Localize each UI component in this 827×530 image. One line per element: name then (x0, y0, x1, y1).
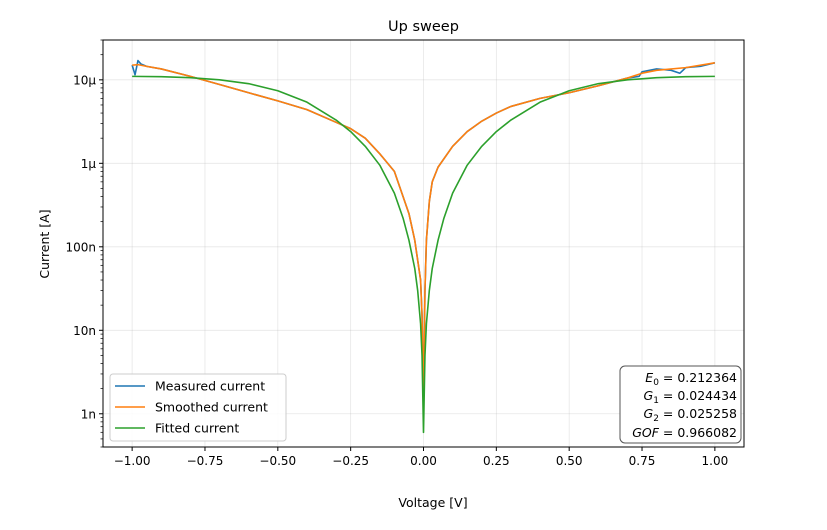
fitted-current-line (132, 75, 715, 434)
param-g2: G2 = 0.025258 (644, 406, 738, 424)
fit-parameters-frame (619, 365, 742, 444)
param-gof: GOF = 0.966082 (632, 425, 737, 440)
param-e0: E0 = 0.212364 (645, 370, 737, 388)
x-axis: −1.00 −0.75 −0.50 −0.25 0.00 0.25 0.50 0.75 1.00 (114, 447, 728, 468)
fit-parameters-box: E0 = 0.212364 G1 = 0.024434 G2 = 0.02525… (619, 365, 742, 444)
series-layer (131, 59, 716, 434)
y-axis: 1n 10n 100n 1μ 10μ (65, 39, 103, 448)
x-tick-label: −0.75 (187, 454, 224, 468)
y-tick-label: 10μ (73, 73, 96, 87)
x-tick-label: −1.00 (114, 454, 151, 468)
x-tick-label: 0.50 (556, 454, 583, 468)
y-tick-label: 100n (65, 240, 96, 254)
param-g1: G1 = 0.024434 (644, 388, 738, 406)
chart-title: Up sweep (388, 19, 459, 35)
x-tick-label: 1.00 (702, 454, 729, 468)
x-tick-label: −0.25 (332, 454, 369, 468)
x-tick-label: 0.00 (410, 454, 437, 468)
x-tick-label: 0.75 (629, 454, 656, 468)
y-axis-label: Current [A] (37, 209, 52, 278)
y-tick-label: 1μ (81, 157, 97, 171)
legend: Measured current Smoothed current Fitted… (109, 373, 287, 442)
y-tick-label: 1n (81, 407, 96, 421)
legend-box (109, 373, 287, 442)
x-tick-label: −0.50 (259, 454, 296, 468)
legend-label-fitted: Fitted current (155, 421, 239, 436)
y-tick-label: 10n (73, 324, 96, 338)
x-axis-label: Voltage [V] (398, 495, 467, 510)
legend-label-smoothed: Smoothed current (155, 400, 268, 415)
x-tick-label: 0.25 (483, 454, 510, 468)
legend-label-measured: Measured current (155, 379, 265, 394)
